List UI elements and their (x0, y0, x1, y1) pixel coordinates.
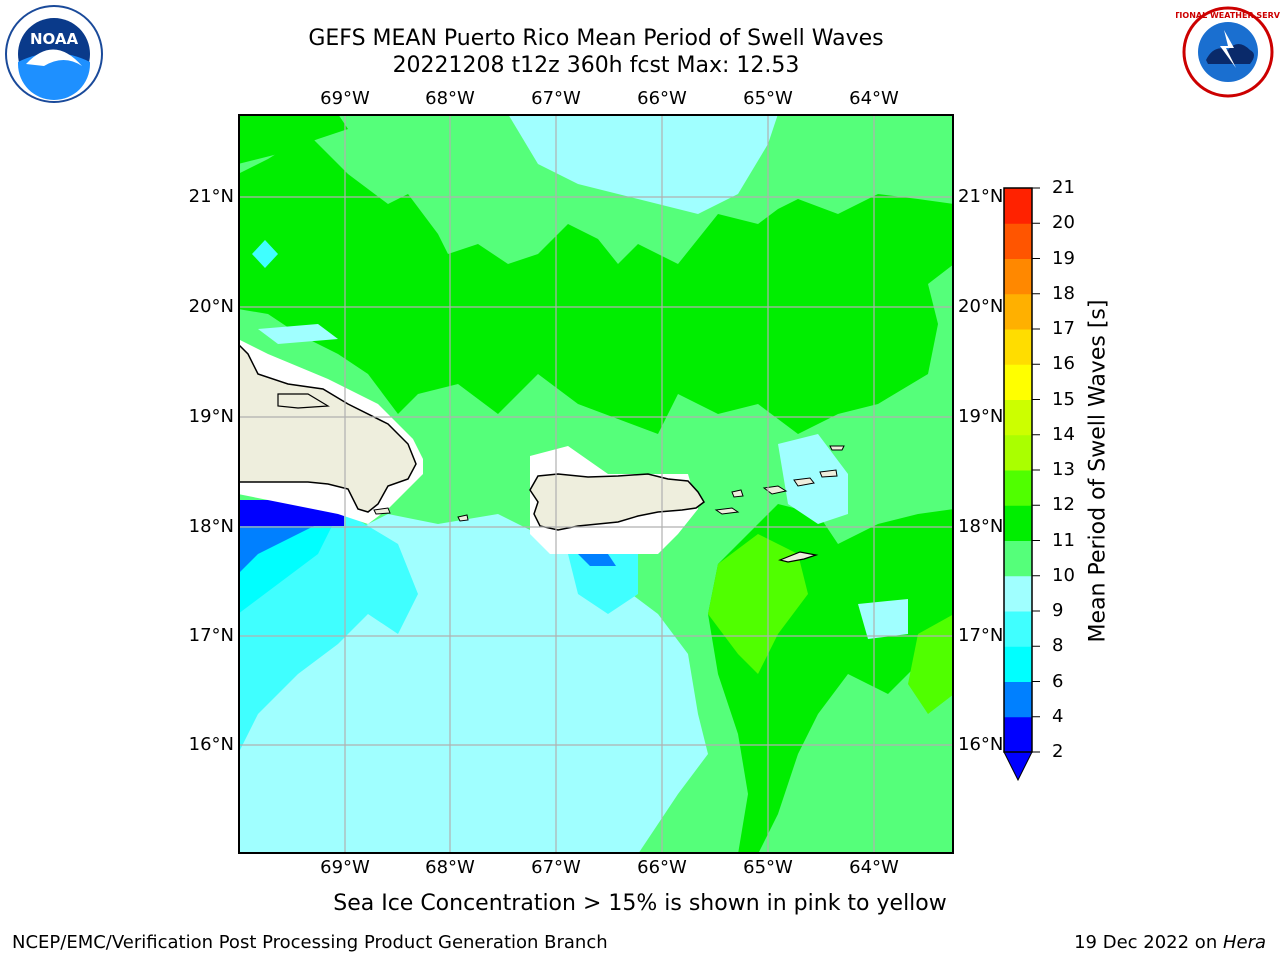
field-2-4s (238, 514, 338, 574)
colorbar-title: Mean Period of Swell Waves [s] (1085, 299, 1111, 643)
land-small-island-ne (829, 445, 845, 451)
field-2-4s-pr (578, 554, 616, 566)
colorbar-segment-20-21 (1004, 188, 1032, 224)
land-puerto-rico (529, 473, 705, 531)
lon-label-top-1: 69°W (320, 88, 370, 109)
sea-ice-note: Sea Ice Concentration > 15% is shown in … (0, 891, 1280, 916)
land-hispaniola-peninsula (277, 393, 330, 409)
lon-label-top-3: 67°W (531, 88, 581, 109)
lat-label-right-6: 16°N (958, 734, 1004, 755)
colorbar-segment-16-17 (1004, 329, 1032, 365)
colorbar-segment-4-6 (1004, 681, 1032, 718)
field-8-9s-right (858, 599, 908, 639)
lat-label-right-2: 20°N (958, 296, 1004, 317)
field-10-11s-northwest (238, 114, 348, 164)
lon-label-bottom-2: 68°W (425, 857, 475, 878)
noaa-logo-text: NOAA (30, 30, 79, 48)
land-culebra (731, 489, 744, 498)
colorbar-under-arrow (1003, 751, 1033, 782)
lat-label-right-1: 21°N (958, 186, 1004, 207)
footer-host: Hera (1222, 932, 1266, 953)
field-11-12s-southeast (908, 614, 954, 714)
lat-label-left-1: 21°N (188, 186, 234, 207)
lon-label-bottom-4: 66°W (637, 857, 687, 878)
colorbar-segment-6-8 (1004, 646, 1032, 682)
colorbar-label-6: 6 (1052, 670, 1064, 692)
footer-date: 19 Dec 2022 on Hera (1074, 932, 1266, 953)
lon-label-bottom-6: 64°W (849, 857, 899, 878)
land-vieques (714, 507, 740, 515)
colorbar-segment-17-18 (1004, 293, 1032, 330)
colorbar-label-13: 13 (1052, 459, 1075, 480)
colorbar-segment-19-20 (1004, 223, 1032, 259)
map-frame (238, 114, 954, 854)
footer-date-text: 19 Dec 2022 on (1074, 932, 1223, 953)
land-st-thomas (762, 485, 788, 495)
colorbar-label-8: 8 (1052, 635, 1064, 657)
colorbar-segment-2-4 (1004, 716, 1032, 753)
colorbar-label-20: 20 (1052, 212, 1075, 234)
land-mona-island (457, 514, 469, 522)
colorbar-label-15: 15 (1052, 388, 1075, 410)
lat-label-right-5: 17°N (958, 625, 1004, 646)
colorbar-segment-8-9 (1004, 611, 1032, 647)
colorbar-segment-13-14 (1004, 434, 1032, 471)
graticule (238, 114, 954, 854)
land-tortola (793, 477, 815, 487)
colorbar-label-16: 16 (1052, 353, 1075, 375)
colorbar-segment-18-19 (1004, 258, 1032, 295)
land-hispaniola (238, 342, 417, 513)
lon-label-top-5: 65°W (743, 88, 793, 109)
colorbar-label-10: 10 (1052, 564, 1075, 586)
colorbar-label-11: 11 (1052, 529, 1075, 551)
colorbar-label-9: 9 (1052, 600, 1064, 621)
field-10-11s-north (238, 134, 954, 434)
field-8-9s-west (258, 324, 338, 344)
land-anegada (819, 469, 838, 478)
lat-label-right-3: 19°N (958, 406, 1004, 427)
colorbar-segment-12-13 (1004, 470, 1032, 506)
land-st-croix (778, 551, 819, 563)
field-8-9s-north (508, 114, 778, 214)
colorbar-segment-15-16 (1004, 364, 1032, 400)
nws-logo: NATIONAL WEATHER SERVICE (1176, 6, 1280, 98)
lat-label-left-3: 19°N (188, 406, 234, 427)
colorbar-segment-11-12 (1004, 505, 1032, 541)
colorbar-segment-14-15 (1004, 399, 1032, 436)
colorbar-label-18: 18 (1052, 282, 1075, 304)
lat-label-right-4: 18°N (958, 516, 1004, 537)
colorbar-label-14: 14 (1052, 423, 1075, 445)
chart-title: GEFS MEAN Puerto Rico Mean Period of Swe… (308, 26, 884, 51)
sea-ice-note-text: Sea Ice Concentration > 15% is shown in … (333, 891, 947, 916)
lat-label-left-4: 18°N (188, 516, 234, 537)
land-saona (373, 507, 391, 515)
lon-label-bottom-5: 65°W (743, 857, 793, 878)
field-6-8s-west-dot (252, 240, 278, 268)
lat-label-left-5: 17°N (188, 625, 234, 646)
colorbar-label-17: 17 (1052, 318, 1075, 339)
lon-label-top-4: 66°W (637, 88, 687, 109)
colorbar-segment-9-10 (1004, 575, 1032, 612)
swell-period-map (238, 114, 954, 854)
lon-label-bottom-3: 67°W (531, 857, 581, 878)
lon-label-top-2: 68°W (425, 88, 475, 109)
colorbar-segment-10-11 (1004, 540, 1032, 577)
colorbar-label-2: 2 (1052, 741, 1064, 762)
lat-label-left-2: 20°N (188, 296, 234, 317)
nws-logo-text: NATIONAL WEATHER SERVICE (1176, 11, 1280, 20)
footer-credit: NCEP/EMC/Verification Post Processing Pr… (12, 932, 608, 953)
lon-label-bottom-1: 69°W (320, 857, 370, 878)
colorbar-label-21: 21 (1052, 177, 1075, 198)
noaa-logo: NOAA (5, 5, 103, 103)
field-8-9s-east (778, 434, 848, 524)
colorbar-label-4: 4 (1052, 705, 1064, 727)
lat-label-left-6: 16°N (188, 734, 234, 755)
colorbar-label-19: 19 (1052, 247, 1075, 269)
colorbar (1003, 187, 1040, 782)
field-11-12s-east (708, 534, 808, 674)
chart-subtitle: 20221208 t12z 360h fcst Max: 12.53 (392, 53, 800, 78)
lon-label-top-6: 64°W (849, 88, 899, 109)
colorbar-label-12: 12 (1052, 494, 1075, 516)
